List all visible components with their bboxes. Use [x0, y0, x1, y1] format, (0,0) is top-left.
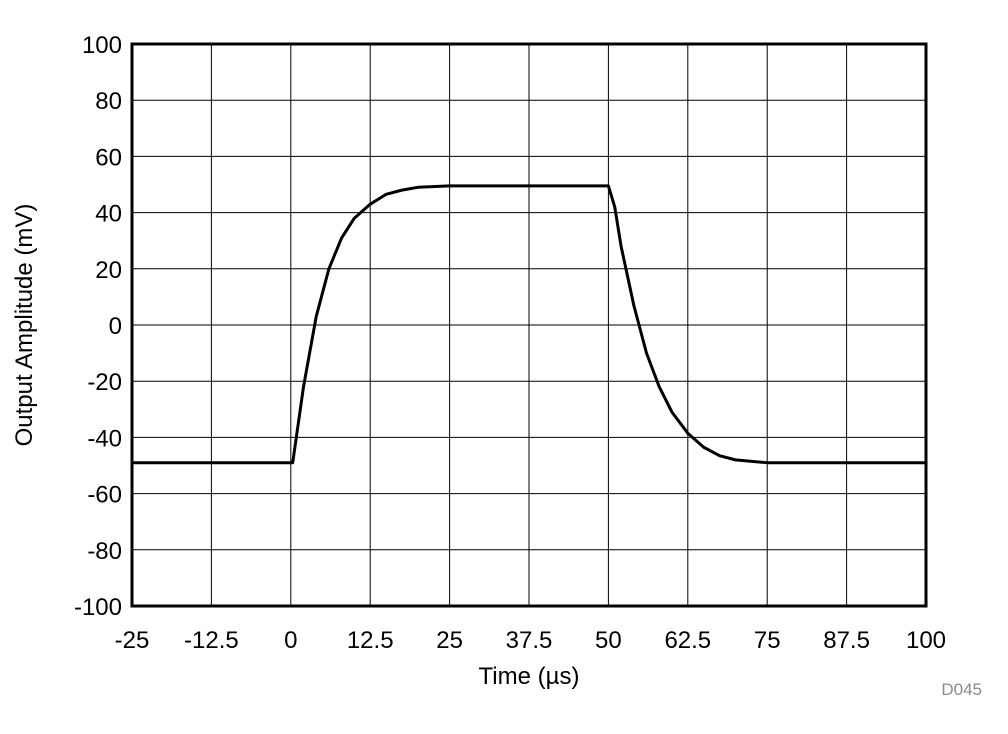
x-tick-label: 100 — [906, 627, 946, 654]
x-tick-label: 50 — [595, 627, 622, 654]
y-tick-label: 0 — [109, 313, 122, 340]
y-tick-label: -40 — [87, 425, 122, 452]
x-tick-label: 12.5 — [347, 627, 394, 654]
y-tick-label: -60 — [87, 482, 122, 509]
x-tick-label: 75 — [754, 627, 781, 654]
y-tick-label: 100 — [82, 32, 122, 59]
y-tick-label: 40 — [95, 201, 122, 228]
y-tick-label: -20 — [87, 369, 122, 396]
y-axis-tick-labels: 100 80 60 40 20 0 -20 -40 -60 -80 -100 — [74, 32, 122, 621]
y-tick-label: 60 — [95, 144, 122, 171]
x-tick-label: 25 — [436, 627, 463, 654]
figure-code-label: D045 — [941, 680, 982, 699]
y-tick-label: 20 — [95, 257, 122, 284]
y-axis-title: Output Amplitude (mV) — [11, 204, 38, 447]
x-tick-label: 0 — [284, 627, 297, 654]
x-axis-title: Time (µs) — [479, 663, 580, 690]
x-tick-label: -12.5 — [184, 627, 239, 654]
y-tick-label: -80 — [87, 538, 122, 565]
x-axis-tick-labels: -25 -12.5 0 12.5 25 37.5 50 62.5 75 87.5 100 — [115, 627, 946, 654]
x-tick-label: 87.5 — [823, 627, 870, 654]
x-tick-label: 37.5 — [506, 627, 553, 654]
x-tick-label: 62.5 — [664, 627, 711, 654]
y-tick-label: -100 — [74, 594, 122, 621]
x-tick-label: -25 — [115, 627, 150, 654]
grid-lines — [132, 44, 926, 606]
y-tick-label: 80 — [95, 88, 122, 115]
